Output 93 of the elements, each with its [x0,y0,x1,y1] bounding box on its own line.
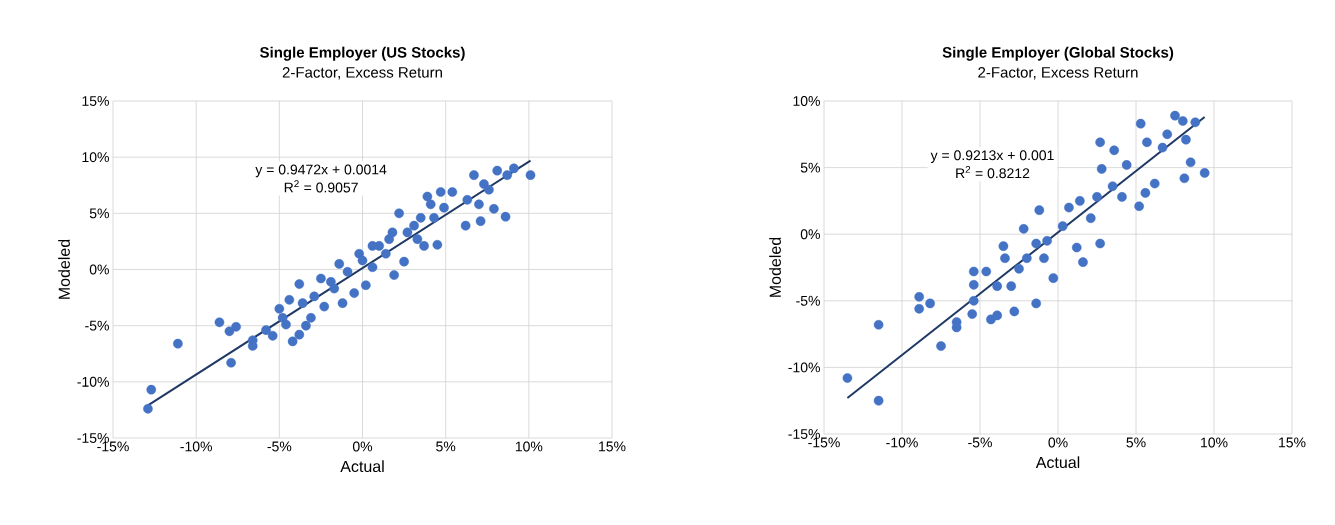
point [1042,236,1052,246]
x-tick-label: 10% [1201,437,1228,448]
point [1095,137,1105,148]
point [1190,117,1201,128]
point [1135,118,1146,129]
point [1162,129,1173,140]
annotation: R$^{2}$ = 0.8212 [956,166,1030,179]
point [1092,192,1102,202]
x-tick-label: 5% [436,441,456,452]
annotation: R$^{2}$ = 0.9057 [284,180,358,193]
point [1071,242,1082,253]
y-tick-label: 5% [89,208,109,219]
point [1039,253,1049,263]
y-tick-label: 10% [82,152,109,163]
point [992,310,1002,321]
point [1134,201,1144,212]
point [925,298,935,309]
point [967,309,978,319]
y-tick-label: 5% [800,162,820,173]
x-tick-label: -5% [267,441,292,452]
point [1199,168,1210,178]
point [1170,110,1180,121]
y-tick-label: -5% [85,320,109,331]
x-axis-title: Actual [340,460,384,473]
point [873,395,884,406]
point [1096,164,1107,174]
point [1121,160,1132,170]
y-tick-label: -10% [77,376,109,387]
annotation: y = 0.9472x + 0.0014 [255,164,387,178]
y-tick-label: -5% [796,295,820,306]
chart-subtitle: 2-Factor, Excess Return [282,67,442,80]
point [1031,298,1041,309]
point [1022,253,1032,263]
point [914,292,924,302]
x-tick-label: -5% [968,437,992,448]
point [998,241,1009,251]
x-tick-label: 10% [515,441,543,452]
point [1048,273,1059,283]
point [1006,281,1017,291]
chart-title: Single Employer (US Stocks) [260,46,465,61]
x-axis-title: Actual [1035,456,1080,469]
point [1031,238,1041,249]
point [842,373,853,383]
point [1142,137,1152,148]
y-tick-label: 0% [800,229,820,240]
point [1000,253,1010,263]
point [981,266,992,277]
point [873,319,884,330]
x-tick-label: -10% [180,441,213,452]
y-axis-title: Modeled [58,239,70,299]
point [936,341,946,351]
point [992,281,1002,291]
point [1181,134,1191,145]
point [1009,306,1020,317]
point [1018,224,1029,234]
point [1014,264,1024,274]
chart-subtitle: 2-Factor, Excess Return [978,67,1138,80]
x-tick-label: 0% [1048,437,1068,448]
point [1085,213,1096,224]
chart-title: Single Employer (Global Stocks) [942,46,1174,61]
x-tick-label: 5% [1126,437,1146,448]
point [1057,221,1068,232]
point [1109,145,1119,156]
annotation: y = 0.9213x + 0.001 [930,150,1054,163]
y-tick-label: -10% [788,362,820,373]
point [1149,178,1160,189]
y-tick-label: 15% [82,96,109,106]
point [1157,142,1168,153]
x-tick-label: 0% [352,441,373,452]
point [1095,238,1105,249]
x-tick-label: -10% [886,437,918,448]
point [1034,205,1045,216]
point [914,303,924,314]
point [1179,173,1190,184]
point [1078,257,1088,267]
y-tick-label: -15% [788,429,820,439]
y-tick-label: 0% [89,264,109,275]
point [1064,202,1074,213]
point [1185,157,1196,168]
point [968,296,979,306]
x-tick-label: -15% [808,437,840,448]
point [1107,181,1118,192]
x-tick-label: 15% [599,441,626,452]
x-tick-label: -15% [97,441,129,452]
point [968,280,979,290]
point [968,266,979,277]
point [1075,196,1085,206]
x-tick-label: 15% [1279,437,1306,448]
y-tick-label: 10% [793,96,820,106]
y-axis-title: Modeled [769,237,781,297]
point [1178,116,1188,126]
point [1140,188,1151,198]
point [1117,192,1127,202]
